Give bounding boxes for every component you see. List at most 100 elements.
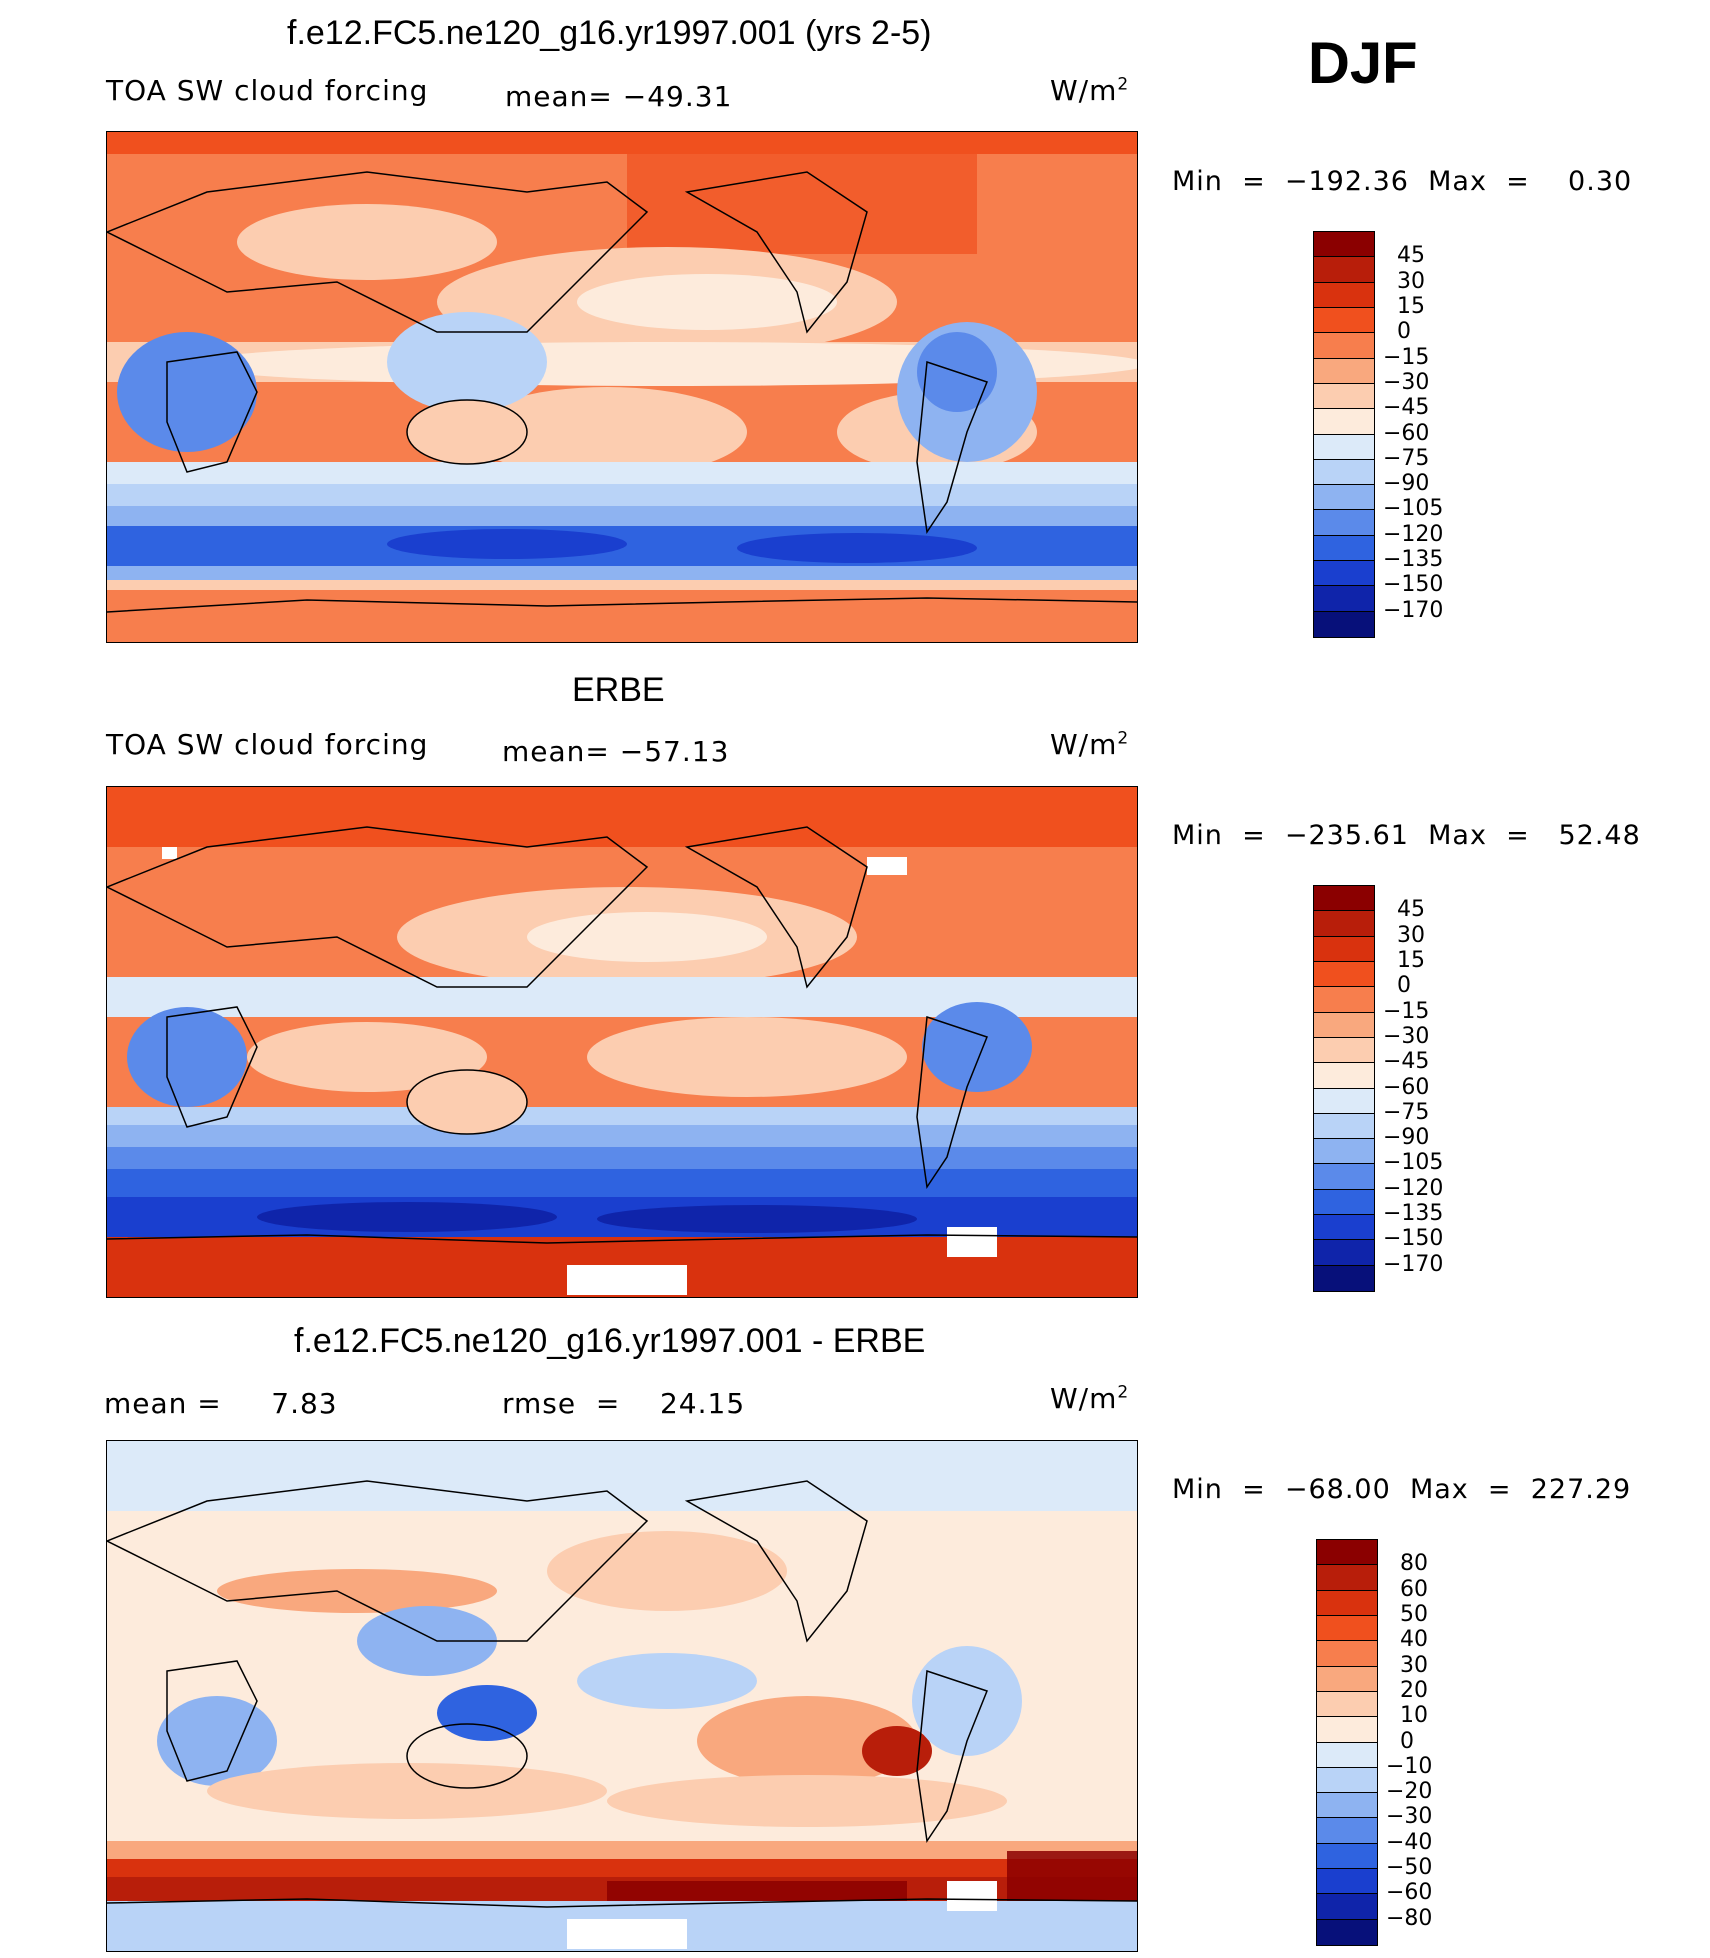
colorbar-swatch [1317, 1691, 1377, 1718]
panel-1-left-label: TOA SW cloud forcing [106, 74, 429, 107]
colorbar-level-label: −60 [1383, 1074, 1430, 1100]
colorbar-swatch [1314, 1240, 1374, 1266]
colorbar-level-label: 0 [1397, 319, 1411, 345]
colorbar-level-label: −150 [1383, 572, 1444, 598]
panel-3-colorbar [1316, 1539, 1378, 1946]
colorbar-swatch [1314, 1215, 1374, 1241]
colorbar-swatch [1314, 1189, 1374, 1216]
colorbar-level-label: 20 [1400, 1677, 1428, 1703]
panel-2-left-label: TOA SW cloud forcing [106, 728, 429, 761]
colorbar-swatch [1314, 611, 1374, 637]
colorbar-swatch [1314, 1113, 1374, 1140]
colorbar-level-label: −105 [1383, 1150, 1444, 1176]
panel-3-units: W/m2 [1050, 1382, 1130, 1415]
panel-3-title: f.e12.FC5.ne120_g16.yr1997.001 - ERBE [294, 1322, 926, 1360]
panel-2-units: W/m2 [1050, 728, 1130, 761]
colorbar-level-label: −90 [1383, 471, 1430, 497]
colorbar-swatch [1314, 1088, 1374, 1114]
colorbar-swatch [1314, 911, 1374, 937]
colorbar-level-label: −75 [1383, 1099, 1430, 1125]
colorbar-swatch [1314, 485, 1374, 511]
panel-3-minmax: Min = −68.00 Max = 227.29 [1172, 1474, 1632, 1505]
colorbar-level-label: 15 [1397, 947, 1425, 973]
panel-3-colorbar-labels: 80 60 50 40 30 20 10 0 −10 −20 −30 −40 −50 −60 −80 [1386, 1539, 1506, 1946]
colorbar-swatch [1317, 1818, 1377, 1844]
colorbar-swatch [1314, 358, 1374, 384]
colorbar-level-label: −170 [1383, 1251, 1444, 1277]
colorbar-level-label: −135 [1383, 1201, 1444, 1227]
colorbar-level-label: 30 [1397, 922, 1425, 948]
colorbar-level-label: −30 [1383, 1023, 1430, 1049]
colorbar-swatch [1317, 1894, 1377, 1920]
colorbar-level-label: −170 [1383, 597, 1444, 623]
colorbar-swatch [1317, 1540, 1377, 1566]
colorbar-swatch [1317, 1590, 1377, 1616]
colorbar-level-label: 80 [1400, 1551, 1428, 1577]
colorbar-swatch [1314, 257, 1374, 283]
colorbar-swatch [1314, 886, 1374, 912]
colorbar-swatch [1317, 1767, 1377, 1794]
colorbar-swatch [1317, 1869, 1377, 1895]
colorbar-swatch [1317, 1742, 1377, 1768]
panel-1-colorbar [1313, 231, 1375, 638]
panel-3-mean: mean = 7.83 [104, 1387, 338, 1420]
colorbar-level-label: 60 [1400, 1576, 1428, 1602]
colorbar-swatch [1314, 459, 1374, 486]
colorbar-level-label: 10 [1400, 1703, 1428, 1729]
panel-1-units: W/m2 [1050, 74, 1130, 107]
colorbar-swatch [1317, 1615, 1377, 1642]
colorbar-level-label: −40 [1386, 1829, 1433, 1855]
colorbar-level-label: 30 [1397, 268, 1425, 294]
colorbar-level-label: −20 [1386, 1779, 1433, 1805]
colorbar-swatch [1314, 961, 1374, 988]
panel-1-colorbar-labels: 45 30 15 0 −15 −30 −45 −60 −75 −90 −105 −120 −135 −15… [1383, 231, 1503, 638]
colorbar-swatch [1314, 987, 1374, 1013]
colorbar-level-label: 0 [1397, 973, 1411, 999]
colorbar-swatch [1317, 1793, 1377, 1819]
colorbar-level-label: −30 [1383, 369, 1430, 395]
colorbar-swatch [1314, 586, 1374, 612]
panel-1-map [106, 131, 1138, 643]
panel-2-colorbar-labels: 45 30 15 0 −15 −30 −45 −60 −75 −90 −105 −120 −135 −15… [1383, 885, 1503, 1292]
colorbar-swatch [1314, 1037, 1374, 1064]
colorbar-swatch [1314, 383, 1374, 410]
colorbar-level-label: 0 [1400, 1728, 1414, 1754]
colorbar-level-label: −45 [1383, 395, 1430, 421]
colorbar-swatch [1317, 1919, 1377, 1945]
panel-3-map [106, 1440, 1138, 1952]
colorbar-level-label: 30 [1400, 1652, 1428, 1678]
colorbar-swatch [1314, 535, 1374, 562]
season-label: DJF [1308, 31, 1418, 96]
colorbar-swatch [1317, 1843, 1377, 1870]
colorbar-level-label: −50 [1386, 1855, 1433, 1881]
colorbar-swatch [1317, 1666, 1377, 1692]
colorbar-level-label: −10 [1386, 1753, 1433, 1779]
panel-2-mean: mean= −57.13 [502, 735, 730, 768]
colorbar-level-label: −60 [1383, 420, 1430, 446]
colorbar-swatch [1314, 1012, 1374, 1038]
colorbar-level-label: −15 [1383, 998, 1430, 1024]
panel-2-title: ERBE [572, 671, 665, 709]
colorbar-level-label: 50 [1400, 1601, 1428, 1627]
colorbar-level-label: −60 [1386, 1880, 1433, 1906]
colorbar-swatch [1314, 1063, 1374, 1089]
colorbar-level-label: −75 [1383, 445, 1430, 471]
colorbar-swatch [1314, 434, 1374, 460]
colorbar-level-label: −135 [1383, 547, 1444, 573]
panel-1-field [107, 132, 1137, 642]
colorbar-level-label: −15 [1383, 344, 1430, 370]
colorbar-swatch [1317, 1641, 1377, 1667]
panel-2-colorbar [1313, 885, 1375, 1292]
panel-2-minmax: Min = −235.61 Max = 52.48 [1172, 820, 1641, 851]
colorbar-level-label: 45 [1397, 897, 1425, 923]
colorbar-level-label: −120 [1383, 521, 1444, 547]
colorbar-level-label: 45 [1397, 243, 1425, 269]
panel-1-title: f.e12.FC5.ne120_g16.yr1997.001 (yrs 2-5) [287, 14, 932, 52]
colorbar-swatch [1314, 510, 1374, 536]
panel-1-minmax: Min = −192.36 Max = 0.30 [1172, 166, 1633, 197]
colorbar-level-label: −105 [1383, 496, 1444, 522]
colorbar-swatch [1314, 561, 1374, 587]
colorbar-swatch [1317, 1565, 1377, 1591]
colorbar-swatch [1314, 232, 1374, 258]
colorbar-swatch [1314, 1139, 1374, 1165]
